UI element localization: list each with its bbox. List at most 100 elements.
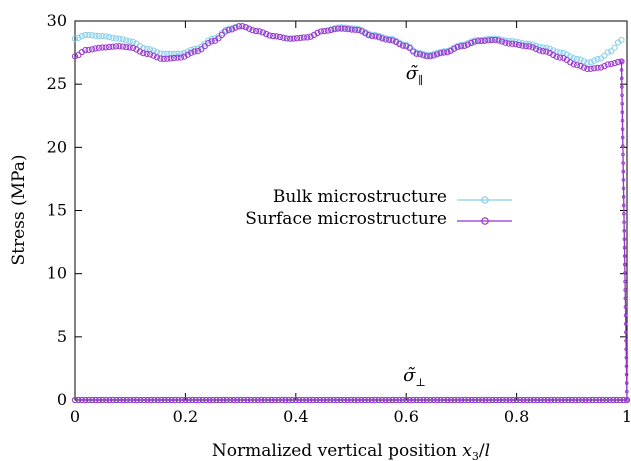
data-point-parallel bbox=[570, 61, 577, 68]
data-point-perpendicular bbox=[496, 396, 503, 404]
data-point-drop bbox=[621, 169, 626, 174]
data-point-perpendicular bbox=[134, 396, 141, 404]
data-point-parallel bbox=[205, 40, 212, 47]
data-point-perpendicular bbox=[347, 396, 355, 404]
data-point-parallel bbox=[474, 38, 482, 45]
data-point-perpendicular bbox=[330, 396, 337, 404]
data-point-perpendicular bbox=[223, 396, 230, 404]
data-point-perpendicular bbox=[372, 396, 379, 404]
data-point-perpendicular bbox=[503, 396, 510, 404]
data-point-parallel bbox=[334, 25, 342, 32]
data-point-parallel bbox=[88, 32, 96, 39]
data-point-drop bbox=[620, 135, 625, 140]
data-point-drop bbox=[624, 372, 629, 377]
data-point-perpendicular bbox=[75, 396, 82, 404]
data-point-parallel bbox=[614, 58, 622, 66]
data-point-perpendicular bbox=[527, 396, 534, 404]
data-point-parallel bbox=[584, 65, 591, 73]
data-point-parallel bbox=[174, 54, 181, 61]
data-point-parallel bbox=[478, 37, 485, 45]
data-point-parallel bbox=[242, 24, 249, 31]
data-point-perpendicular bbox=[78, 396, 86, 404]
data-point-perpendicular bbox=[341, 396, 348, 404]
data-point-drop bbox=[622, 254, 627, 258]
data-point-perpendicular bbox=[375, 396, 382, 404]
data-point-parallel bbox=[88, 46, 96, 53]
data-point-perpendicular bbox=[240, 396, 248, 404]
data-point-parallel bbox=[502, 37, 509, 44]
data-point-drop bbox=[624, 355, 629, 360]
data-point-parallel bbox=[464, 41, 471, 48]
data-point-perpendicular bbox=[368, 396, 375, 404]
data-point-parallel bbox=[406, 44, 413, 52]
data-point-parallel bbox=[492, 36, 499, 44]
data-point-perpendicular bbox=[592, 396, 600, 404]
data-point-perpendicular bbox=[71, 396, 79, 404]
data-point-parallel bbox=[372, 33, 379, 40]
data-point-perpendicular bbox=[392, 396, 399, 404]
data-point-parallel bbox=[512, 41, 519, 48]
data-point-perpendicular bbox=[541, 396, 548, 404]
data-point-perpendicular bbox=[168, 396, 175, 404]
data-point-parallel bbox=[573, 62, 581, 69]
data-point-parallel bbox=[461, 42, 468, 49]
data-point-parallel bbox=[594, 64, 601, 71]
data-point-parallel bbox=[174, 50, 181, 57]
data-point-perpendicular bbox=[475, 396, 482, 404]
data-point-parallel bbox=[546, 49, 553, 57]
data-point-perpendicular bbox=[161, 396, 168, 404]
data-point-parallel bbox=[451, 45, 458, 52]
data-point-parallel bbox=[618, 36, 625, 44]
data-point-perpendicular bbox=[568, 396, 575, 404]
data-point-perpendicular bbox=[358, 396, 365, 404]
data-point-drop bbox=[625, 398, 629, 402]
data-point-parallel bbox=[468, 39, 475, 47]
data-point-parallel bbox=[314, 29, 321, 36]
y-tick-label: 0 bbox=[57, 390, 67, 409]
data-point-parallel bbox=[321, 27, 328, 35]
legend-label-bulk: Bulk microstructure bbox=[273, 187, 447, 207]
x-tick-labels: 0 0.2 0.4 0.6 0.8 1 bbox=[70, 407, 631, 426]
x-tick-label: 1 bbox=[622, 407, 631, 426]
data-point-perpendicular bbox=[610, 396, 617, 404]
data-point-parallel bbox=[481, 37, 488, 44]
data-point-parallel bbox=[358, 28, 365, 35]
data-point-perpendicular bbox=[454, 396, 462, 404]
data-point-parallel bbox=[116, 43, 123, 50]
data-point-perpendicular bbox=[410, 396, 417, 404]
data-point-parallel bbox=[249, 27, 256, 34]
data-point-drop bbox=[623, 279, 627, 284]
data-point-perpendicular bbox=[99, 396, 106, 404]
data-point-parallel bbox=[604, 61, 611, 68]
data-point-parallel bbox=[215, 35, 222, 42]
data-point-perpendicular bbox=[396, 396, 403, 404]
data-point-parallel bbox=[543, 48, 550, 55]
data-point-parallel bbox=[389, 37, 396, 44]
data-point-parallel bbox=[399, 42, 406, 49]
data-point-perpendicular bbox=[216, 396, 223, 404]
data-point-parallel bbox=[109, 34, 116, 41]
data-point-perpendicular bbox=[399, 396, 406, 404]
data-point-perpendicular bbox=[437, 396, 444, 404]
data-point-parallel bbox=[341, 25, 348, 32]
data-point-parallel bbox=[369, 33, 376, 40]
data-point-parallel bbox=[170, 54, 178, 62]
data-point-perpendicular bbox=[144, 396, 151, 404]
data-point-parallel bbox=[283, 35, 290, 42]
data-point-parallel bbox=[239, 23, 246, 30]
data-point-parallel bbox=[345, 26, 352, 33]
data-point-parallel bbox=[550, 51, 557, 58]
data-point-parallel bbox=[225, 26, 232, 34]
data-point-perpendicular bbox=[278, 396, 286, 404]
data-point-parallel bbox=[601, 63, 608, 70]
data-point-drop bbox=[624, 364, 629, 368]
data-point-parallel bbox=[430, 52, 437, 59]
data-point-perpendicular bbox=[237, 396, 244, 404]
data-point-perpendicular bbox=[554, 396, 562, 404]
data-point-parallel bbox=[416, 51, 424, 58]
data-point-parallel bbox=[577, 56, 584, 63]
data-point-parallel bbox=[379, 35, 386, 42]
y-tick-labels: 0 5 10 15 20 25 30 bbox=[47, 11, 67, 409]
data-point-drop bbox=[622, 211, 626, 216]
data-point-parallel bbox=[119, 43, 126, 50]
